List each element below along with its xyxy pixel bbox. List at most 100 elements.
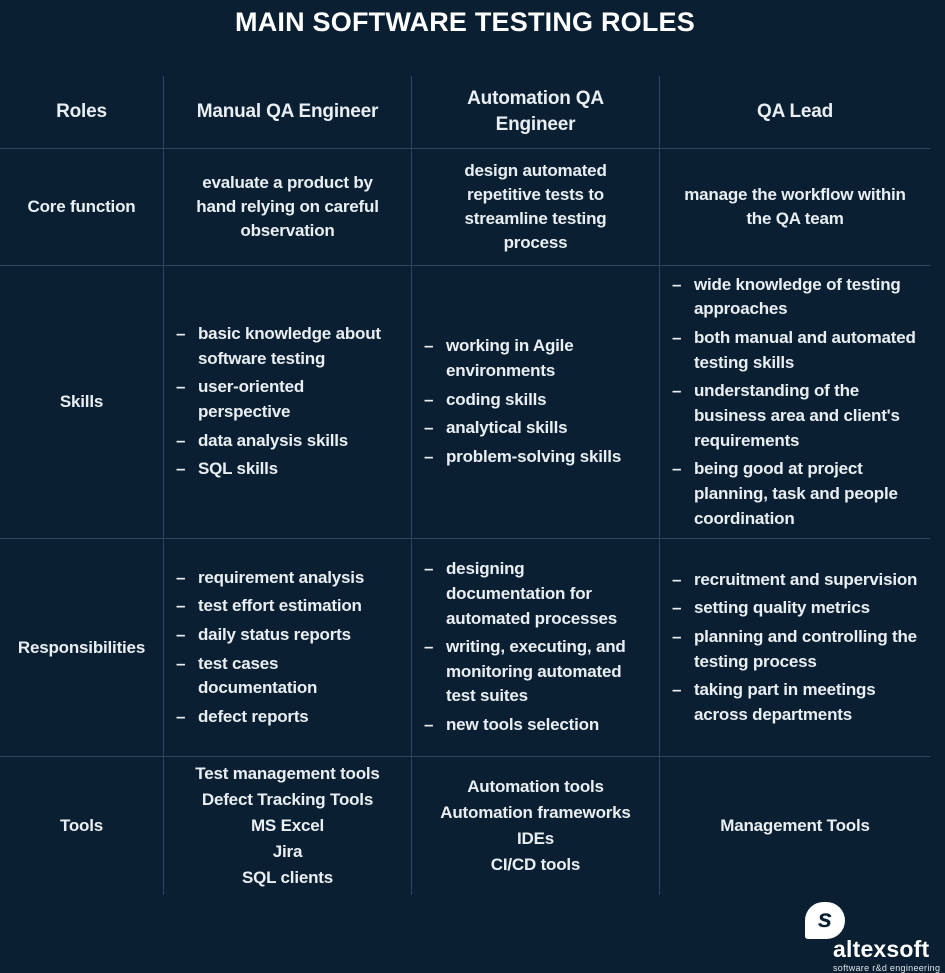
bullet-text: understanding of the business area and c… [694,381,900,450]
bullet-dash-icon: – [176,653,186,673]
bullet-text: SQL skills [198,459,278,479]
cell-tools-2: Management Tools [659,756,930,895]
bullet-dash-icon: – [672,598,682,618]
bullet-text: basic knowledge about software testing [198,324,381,368]
header-cell-3: QA Lead [659,76,930,148]
header-cell-2: Automation QA Engineer [411,76,659,148]
bullet-text: wide knowledge of testing approaches [694,274,901,319]
tool-line: Defect Tracking Tools [201,790,374,809]
bullet-text: new tools selection [446,715,600,735]
cell-core-function-0: evaluate a product by hand relying on ca… [163,148,411,265]
logo-mark-letter: s [817,903,833,933]
bullet-dash-icon: – [176,324,186,344]
bullet-item: – data analysis skills [174,429,399,454]
bullet-dash-icon: – [672,459,682,479]
bullet-dash-icon: – [176,377,186,397]
header-cell-1: Manual QA Engineer [163,76,411,148]
tool-line: CI/CD tools [490,855,581,874]
bullet-text: daily status reports [198,624,351,644]
bullet-text: requirement analysis [198,567,365,587]
bullet-dash-icon: – [176,567,186,587]
cell-skills-2: – wide knowledge of testing approaches – bo… [659,265,930,538]
bullet-text: test effort estimation [198,596,362,616]
tool-line: Test management tools [195,764,380,783]
infographic: MAIN SOFTWARE TESTING ROLES Roles Manual … [0,7,930,895]
cell-skills-0: – basic knowledge about software testing –… [163,265,411,538]
bullet-dash-icon: – [424,446,434,466]
bullet-text: recruitment and supervision [694,569,918,589]
bullet-item: – wide knowledge of testing approaches [670,273,918,322]
row-label-core-function: Core function [0,148,163,265]
bullet-text: writing, executing, and monitoring autom… [446,637,626,706]
bullet-dash-icon: – [424,418,434,438]
tool-line: IDEs [517,829,554,848]
bullet-text: problem-solving skills [446,446,622,466]
bullet-text: working in Agile environments [446,336,574,381]
bullet-item: – both manual and automated testing skill… [670,326,918,375]
roles-table: Roles Manual QA Engineer Automation QA Eng… [0,76,930,895]
bullet-item: – planning and controlling the testing pr… [670,625,918,674]
bullet-dash-icon: – [176,596,186,616]
altexsoft-logo-icon: s [805,902,845,939]
bullet-item: – taking part in meetings across departme… [670,678,918,727]
bullet-dash-icon: – [424,336,434,356]
bullet-dash-icon: – [672,274,682,294]
cell-responsibilities-0: – requirement analysis – test effort estima… [163,538,411,756]
row-label-tools: Tools [0,756,163,895]
bullet-dash-icon: – [424,559,434,579]
bullet-text: analytical skills [446,418,568,438]
bullet-item: – coding skills [422,388,647,413]
bullet-dash-icon: – [424,637,434,657]
tool-line: MS Excel [250,816,325,835]
bullet-dash-icon: – [672,569,682,589]
cell-core-function-2: manage the workflow within the QA team [659,148,930,265]
tool-line: SQL clients [241,868,334,887]
bullet-item: – designing documentation for automated p… [422,557,647,631]
bullet-text: test cases documentation [198,653,318,698]
tool-line: Management Tools [720,816,870,835]
bullet-dash-icon: – [176,430,186,450]
bullet-item: – test cases documentation [174,652,399,701]
bullet-item: – user-oriented perspective [174,375,399,424]
cell-responsibilities-2: – recruitment and supervision – setting qua… [659,538,930,756]
bullet-item: – understanding of the business area and … [670,379,918,453]
bullet-item: – test effort estimation [174,594,399,619]
bullet-text: setting quality metrics [694,598,870,618]
bullet-dash-icon: – [672,626,682,646]
bullet-item: – being good at project planning, task an… [670,457,918,531]
bullet-text: planning and controlling the testing pro… [694,626,917,671]
tool-line: Automation tools [467,777,604,796]
bullet-item: – daily status reports [174,623,399,648]
bullet-item: – basic knowledge about software testing [174,322,399,371]
bullet-dash-icon: – [176,459,186,479]
logo-brand-text: altexsoft [833,936,930,962]
cell-tools-0: Test management tools Defect Tracking Too… [163,756,411,895]
bullet-text: taking part in meetings across departmen… [694,680,876,724]
bullet-text: defect reports [198,706,309,726]
altexsoft-logo: s altexsoft software r&d engineering [805,902,945,973]
bullet-item: – recruitment and supervision [670,568,918,593]
page-title: MAIN SOFTWARE TESTING ROLES [235,7,695,37]
bullet-item: – setting quality metrics [670,596,918,621]
bullet-item: – analytical skills [422,416,647,441]
bullet-dash-icon: – [672,680,682,700]
cell-skills-1: – working in Agile environments – coding sk… [411,265,659,538]
bullet-item: – requirement analysis [174,566,399,591]
cell-core-function-1: design automated repetitive tests to str… [411,148,659,265]
row-label-responsibilities: Responsibilities [0,538,163,756]
bullet-text: being good at project planning, task and… [694,459,898,528]
bullet-dash-icon: – [672,381,682,401]
tool-line: Automation frameworks [440,803,631,822]
bullet-dash-icon: – [176,706,186,726]
bullet-dash-icon: – [672,328,682,348]
bullet-item: – SQL skills [174,457,399,482]
header-cell-0: Roles [56,101,107,123]
bullet-item: – new tools selection [422,713,647,738]
cell-tools-1: Automation tools Automation frameworks IDE… [411,756,659,895]
bullet-text: designing documentation for automated pr… [446,559,617,628]
bullet-dash-icon: – [176,624,186,644]
bullet-item: – problem-solving skills [422,445,647,470]
bullet-dash-icon: – [424,389,434,409]
bullet-text: coding skills [446,389,547,409]
cell-responsibilities-1: – designing documentation for automated p… [411,538,659,756]
